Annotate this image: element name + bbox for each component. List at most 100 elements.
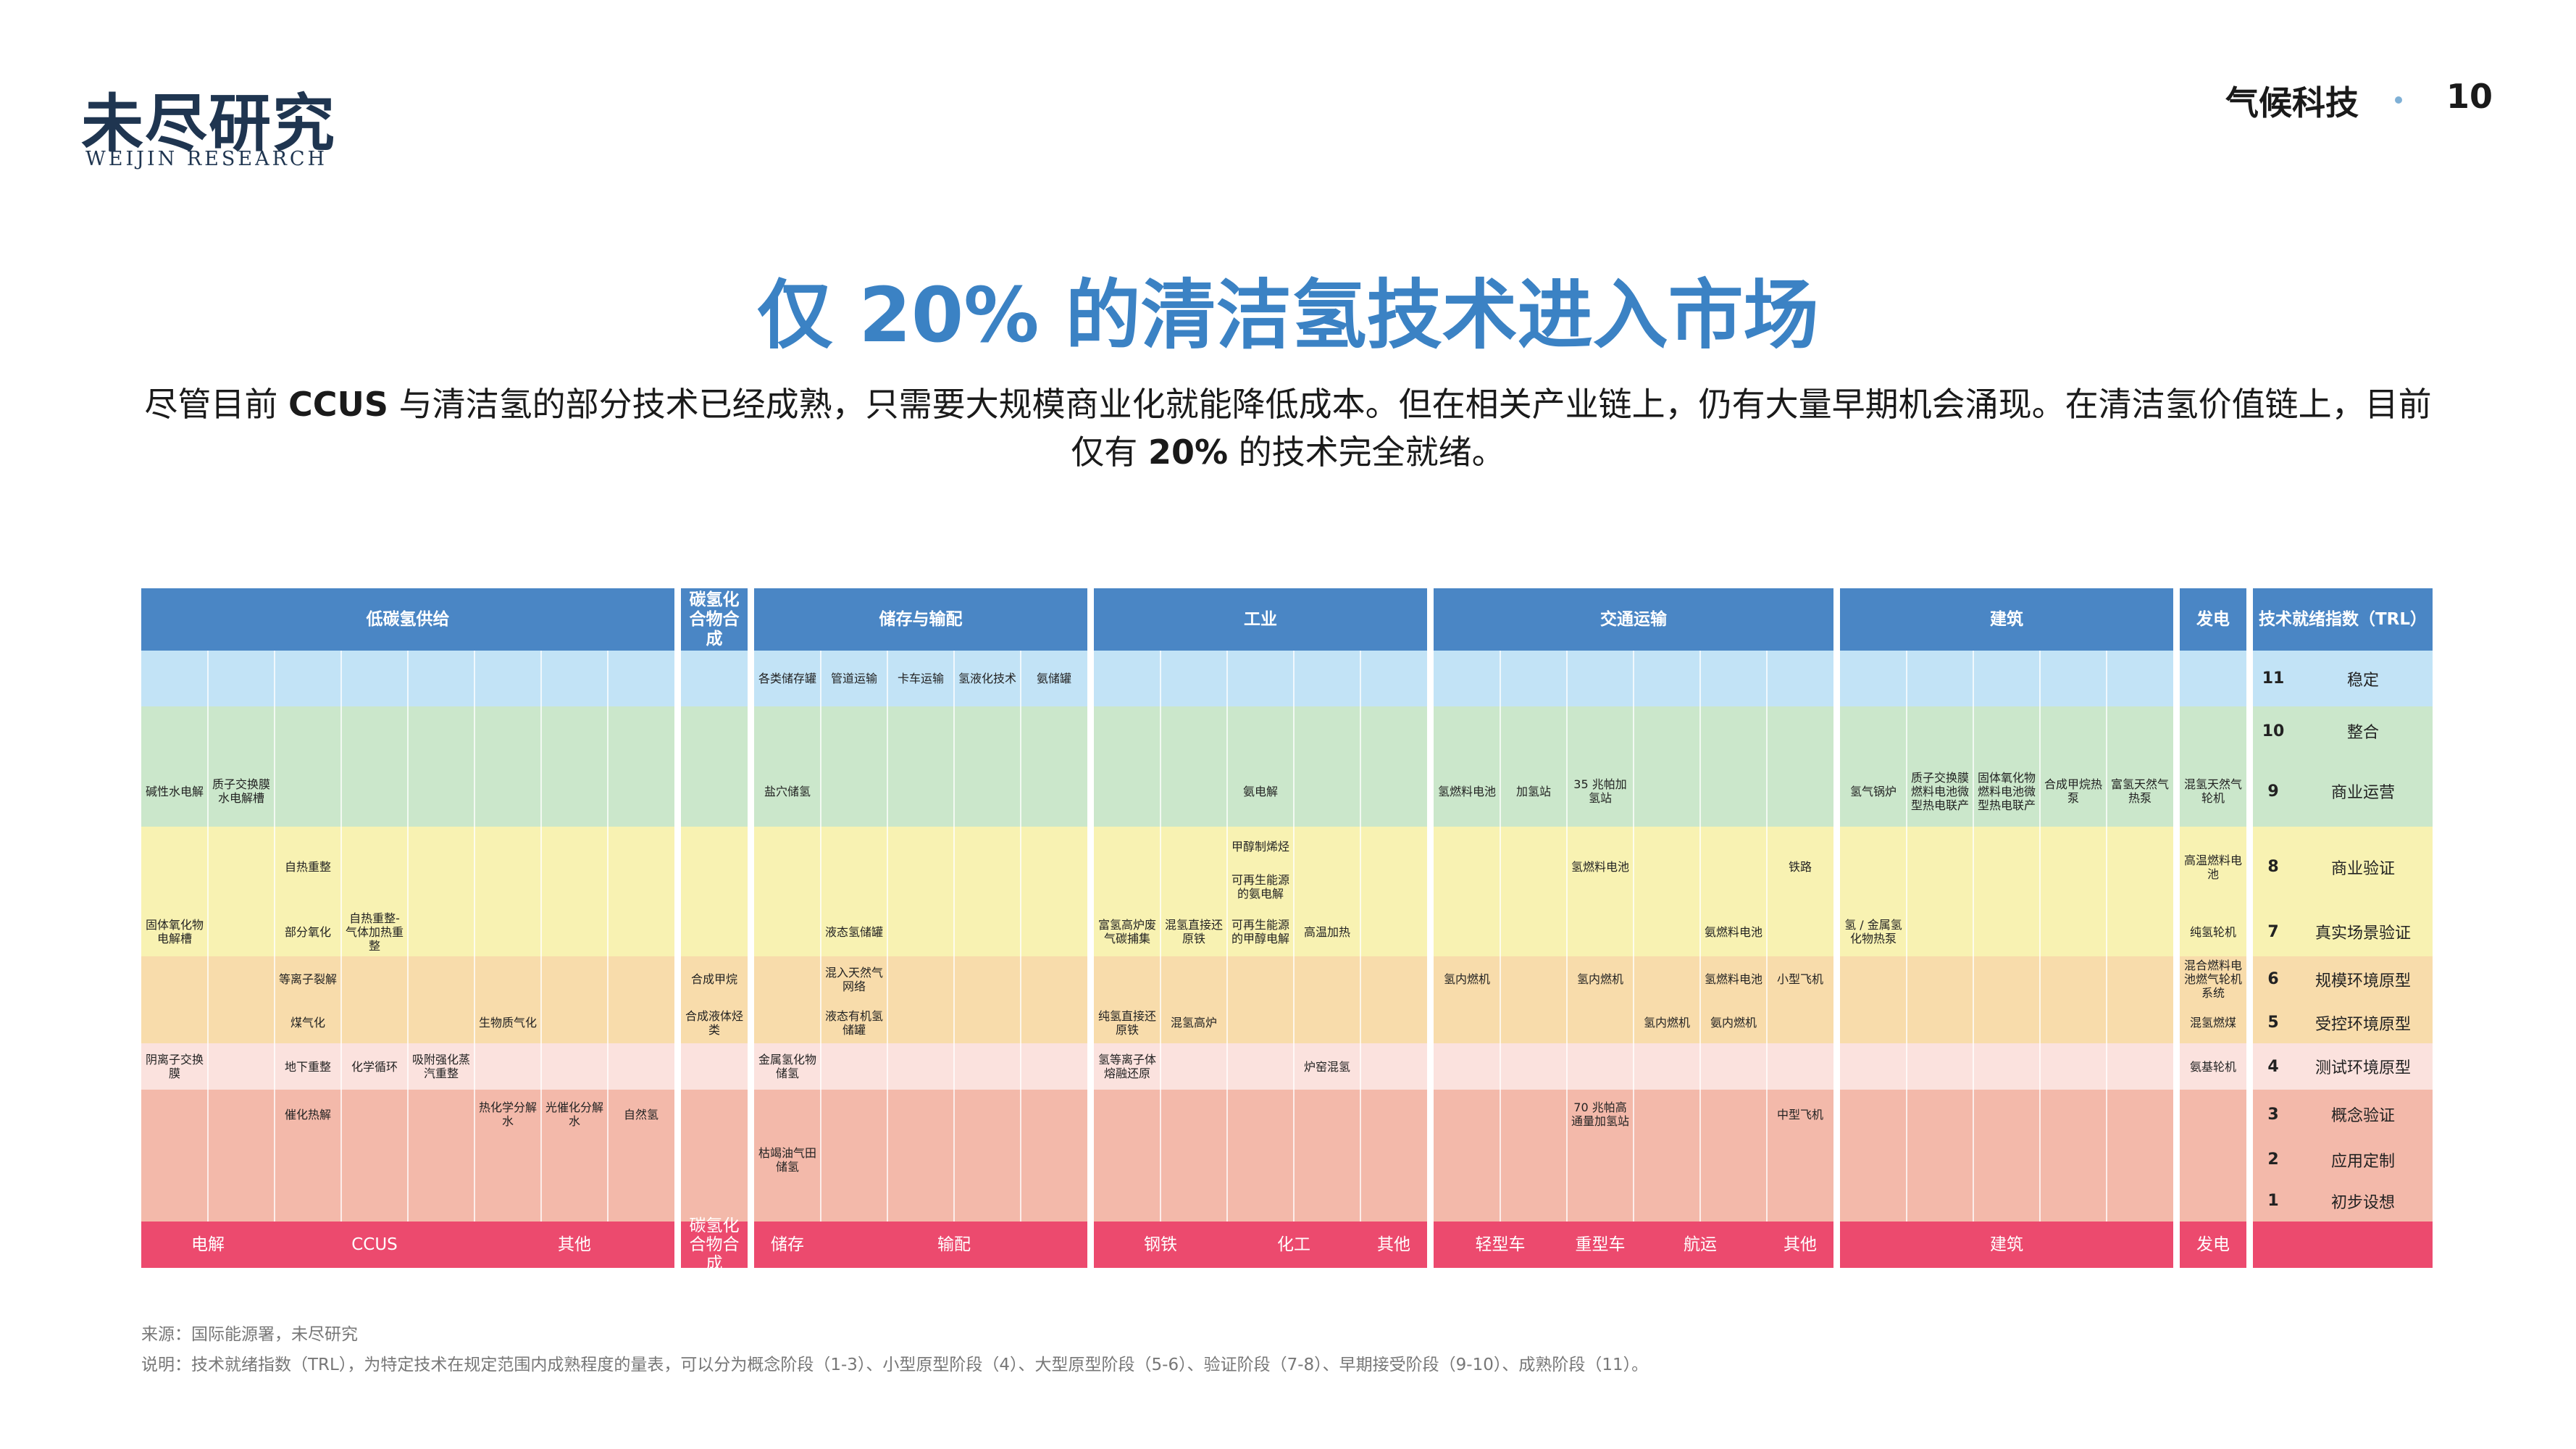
- column-divider: [1160, 651, 1161, 1222]
- trl-band: [2253, 827, 2433, 907]
- subgroup-label: 其他: [1767, 1222, 1833, 1268]
- technology-item: 混氢直接还原铁: [1164, 918, 1223, 945]
- subtitle-segment: CCUS: [288, 385, 388, 424]
- subgroup-label: CCUS: [275, 1222, 474, 1268]
- technology-item: 固体氧化物电解槽: [145, 918, 204, 945]
- trl-band: [2180, 1043, 2246, 1090]
- trl-band: [2180, 706, 2246, 756]
- trl-label: 测试环境原型: [2314, 1059, 2411, 1077]
- column-divider: [820, 651, 821, 1222]
- source: 来源：国际能源署，未尽研究: [141, 1325, 358, 1344]
- trl-band: [2253, 706, 2433, 756]
- trl-band: [2253, 1090, 2433, 1139]
- trl-band: [2180, 1180, 2246, 1222]
- column-divider: [887, 651, 888, 1222]
- trl-band: [681, 1090, 748, 1139]
- page-number: 10: [2446, 77, 2493, 116]
- trl-band: [754, 1043, 1087, 1090]
- technology-item: 光催化分解水: [545, 1101, 603, 1128]
- column-divider: [207, 651, 209, 1222]
- trl-band: [2180, 956, 2246, 1002]
- technology-item: 高温加热: [1303, 924, 1350, 939]
- trl-band: [1094, 907, 1427, 956]
- trl-band: [1094, 1002, 1427, 1043]
- subgroup-label: 电解: [141, 1222, 275, 1268]
- trl-band: [1094, 756, 1427, 827]
- trl-band: [754, 1180, 1087, 1222]
- trl-band: [2253, 651, 2433, 706]
- trl-band: [1840, 1180, 2173, 1222]
- technology-item: 各类储存罐: [758, 672, 816, 685]
- subgroup-label: 储存: [754, 1222, 821, 1268]
- trl-band: [1840, 1090, 2173, 1139]
- subgroup-label: 航运: [1634, 1222, 1767, 1268]
- trl-band: [754, 956, 1087, 1002]
- trl-level: 9: [2267, 782, 2279, 801]
- technology-item: 吸附强化蒸汽重整: [411, 1053, 470, 1080]
- technology-item: 氨燃料电池: [1704, 924, 1762, 939]
- subgroup-label: 碳氢化合物合成: [681, 1216, 748, 1273]
- technology-item: 铁路: [1788, 860, 1812, 874]
- trl-band: [2180, 1002, 2246, 1043]
- subgroup-label: 其他: [474, 1222, 674, 1268]
- column-divider: [1906, 651, 1907, 1222]
- column-divider: [1020, 651, 1021, 1222]
- trl-band: [2180, 827, 2246, 907]
- technology-item: 甲醇制烯烃: [1231, 840, 1289, 854]
- trl-band: [754, 651, 1087, 706]
- technology-item: 生物质气化: [478, 1016, 537, 1030]
- technology-item: 固体氧化物燃料电池微型热电联产: [1977, 770, 2036, 812]
- technology-item: 氢气锅炉: [1849, 784, 1897, 798]
- trl-label: 稳定: [2346, 671, 2379, 690]
- column-divider: [607, 651, 609, 1222]
- trl-band: [754, 1090, 1087, 1139]
- trl-level: 3: [2267, 1105, 2279, 1124]
- trl-band: [2253, 1180, 2433, 1222]
- trl-band: [1094, 956, 1427, 1002]
- trl-band: [2253, 956, 2433, 1002]
- technology-item: 卡车运输: [897, 672, 944, 685]
- technology-item: 质子交换膜燃料电池微型热电联产: [1910, 770, 1969, 812]
- technology-item: 热化学分解水: [478, 1101, 537, 1128]
- trl-band: [1840, 907, 2173, 956]
- column-divider: [2039, 651, 2041, 1222]
- column-divider: [1633, 651, 1634, 1222]
- technology-item: 液态有机氢储罐: [824, 1009, 883, 1037]
- trl-band: [1094, 1180, 1427, 1222]
- technology-item: 氢燃料电池: [1704, 972, 1762, 986]
- trl-band: [1094, 1090, 1427, 1139]
- trl-level: 11: [2262, 669, 2285, 688]
- technology-item: 氢等离子体熔融还原: [1097, 1053, 1156, 1080]
- technology-item: 阴离子交换膜: [145, 1053, 204, 1080]
- technology-item: 氢液化技术: [958, 672, 1016, 685]
- trl-band: [754, 827, 1087, 907]
- subgroup-label: 输配: [821, 1222, 1087, 1268]
- technology-item: 混氢天然气轮机: [2183, 777, 2242, 805]
- technology-item: 等离子裂解: [278, 972, 337, 986]
- column-divider: [1766, 651, 1768, 1222]
- column-divider: [274, 651, 275, 1222]
- technology-item: 煤气化: [290, 1016, 325, 1030]
- trl-band: [1840, 756, 2173, 827]
- technology-item: 金属氢化物储氢: [758, 1053, 816, 1080]
- column-divider: [1293, 651, 1295, 1222]
- technology-item: 氨内燃机: [1710, 1016, 1757, 1030]
- trl-level: 6: [2267, 970, 2279, 988]
- column-divider: [2106, 651, 2107, 1222]
- group-header: 低碳氢供给: [141, 588, 674, 651]
- technology-item: 中型飞机: [1776, 1107, 1823, 1122]
- group-header: 工业: [1094, 588, 1427, 651]
- trl-band: [2253, 756, 2433, 827]
- trl-level: 1: [2267, 1192, 2279, 1210]
- trl-band: [1840, 706, 2173, 756]
- technology-item: 混氢燃煤: [2189, 1016, 2236, 1030]
- technology-item: 富氢天然气热泵: [2110, 777, 2169, 805]
- technology-item: 可再生能源的甲醇电解: [1231, 918, 1289, 945]
- trl-band: [1094, 827, 1427, 907]
- trl-band: [2253, 1002, 2433, 1043]
- trl-band: [2180, 907, 2246, 956]
- column-divider: [1226, 651, 1228, 1222]
- trl-band: [681, 651, 748, 706]
